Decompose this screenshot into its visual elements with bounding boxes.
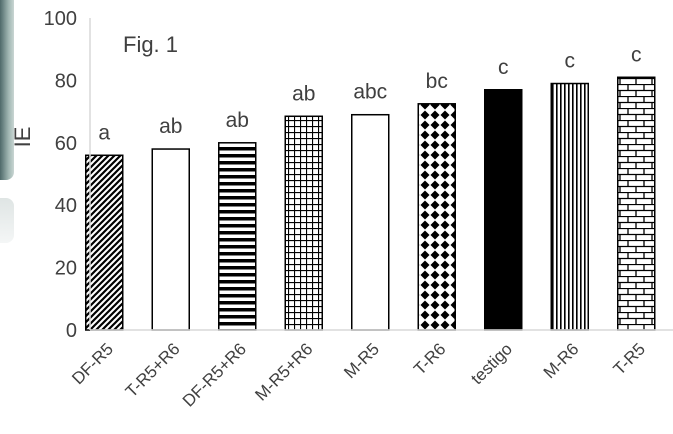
significance-letter: c bbox=[498, 56, 509, 79]
x-tick-label: T-R5+R6 bbox=[122, 339, 184, 401]
significance-letter: bc bbox=[426, 70, 448, 93]
significance-letter: c bbox=[631, 43, 642, 66]
x-tick-label: testigo bbox=[467, 339, 516, 388]
y-tick-label: 40 bbox=[55, 195, 77, 217]
y-axis-label: IE bbox=[10, 127, 35, 148]
y-tick-label: 80 bbox=[55, 70, 77, 92]
y-tick-label: 20 bbox=[55, 258, 77, 280]
bar-t-r5 bbox=[617, 76, 656, 331]
significance-letter: c bbox=[565, 50, 576, 73]
bar-m-r6 bbox=[550, 82, 589, 331]
significance-letter: ab bbox=[159, 115, 182, 138]
significance-letter: abc bbox=[353, 81, 387, 104]
bar-df-r5 bbox=[85, 154, 124, 331]
edge-panel-decoration-lower bbox=[0, 198, 14, 243]
x-tick-label: M-R5+R6 bbox=[251, 339, 316, 404]
significance-letter: ab bbox=[226, 109, 249, 132]
y-tick-label: 100 bbox=[44, 8, 77, 30]
bar-m-r5-r6 bbox=[284, 115, 323, 331]
bar-m-r5 bbox=[351, 113, 390, 331]
x-tick-label: DF-R5 bbox=[68, 339, 117, 388]
bar-t-r5-r6 bbox=[151, 148, 190, 331]
y-tick-label: 0 bbox=[66, 320, 77, 342]
bar-df-r5-r6 bbox=[218, 142, 257, 331]
chart-title: Fig. 1 bbox=[123, 32, 178, 57]
x-tick-label: DF-R5+R6 bbox=[179, 339, 250, 410]
x-tick-label: M-R6 bbox=[540, 339, 583, 382]
bar-t-r6 bbox=[417, 103, 456, 331]
significance-letter: a bbox=[98, 121, 110, 144]
x-tick-label: T-R5 bbox=[610, 339, 649, 378]
x-tick-label: M-R5 bbox=[340, 339, 383, 382]
y-tick-label: 60 bbox=[55, 133, 77, 155]
significance-letter: ab bbox=[292, 82, 315, 105]
edge-panel-decoration bbox=[0, 0, 14, 180]
x-tick-label: T-R6 bbox=[410, 339, 449, 378]
bar-testigo bbox=[484, 89, 523, 331]
